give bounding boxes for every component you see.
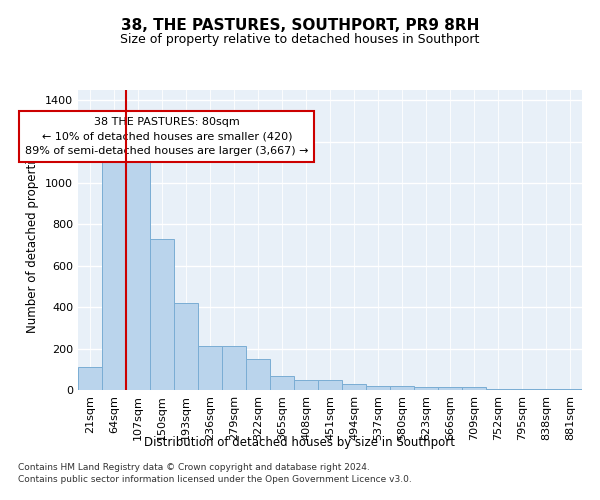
Text: Contains HM Land Registry data © Crown copyright and database right 2024.: Contains HM Land Registry data © Crown c… — [18, 464, 370, 472]
Bar — [558, 389, 582, 390]
Bar — [78, 367, 102, 390]
Bar — [174, 303, 198, 390]
Bar — [102, 150, 126, 390]
Bar — [318, 380, 342, 390]
Bar — [198, 346, 222, 390]
Bar — [390, 386, 414, 390]
Bar — [150, 239, 174, 390]
Text: 38 THE PASTURES: 80sqm
← 10% of detached houses are smaller (420)
89% of semi-de: 38 THE PASTURES: 80sqm ← 10% of detached… — [25, 117, 308, 156]
Text: 38, THE PASTURES, SOUTHPORT, PR9 8RH: 38, THE PASTURES, SOUTHPORT, PR9 8RH — [121, 18, 479, 32]
Bar — [246, 359, 270, 390]
Bar — [270, 376, 294, 390]
Bar — [414, 387, 438, 390]
Bar — [486, 389, 510, 390]
Text: Distribution of detached houses by size in Southport: Distribution of detached houses by size … — [145, 436, 455, 449]
Bar — [462, 387, 486, 390]
Bar — [342, 384, 366, 390]
Bar — [366, 386, 390, 390]
Y-axis label: Number of detached properties: Number of detached properties — [26, 147, 40, 333]
Bar — [126, 152, 150, 390]
Bar — [438, 387, 462, 390]
Text: Contains public sector information licensed under the Open Government Licence v3: Contains public sector information licen… — [18, 475, 412, 484]
Bar — [294, 380, 318, 390]
Text: Size of property relative to detached houses in Southport: Size of property relative to detached ho… — [121, 32, 479, 46]
Bar — [222, 346, 246, 390]
Bar — [510, 389, 534, 390]
Bar — [534, 389, 558, 390]
